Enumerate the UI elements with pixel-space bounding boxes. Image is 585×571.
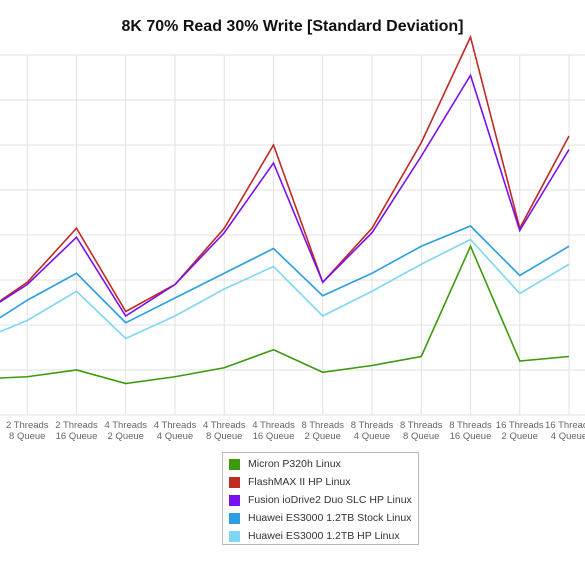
chart-title: 8K 70% Read 30% Write [Standard Deviatio…: [121, 18, 464, 35]
x-tick-label-line: 8 Threads: [301, 420, 344, 431]
x-tick-label-line: 16 Queue: [253, 431, 295, 442]
legend-item: Huawei ES3000 1.2TB Stock Linux: [229, 509, 418, 527]
x-tick-label-line: 4 Threads: [203, 420, 246, 431]
x-tick-label-line: 4 Threads: [104, 420, 147, 431]
gridlines: [0, 54, 585, 416]
legend-swatch: [229, 494, 240, 506]
legend-item: Huawei ES3000 1.2TB HP Linux: [229, 527, 418, 545]
x-tick-label-line: 4 Threads: [154, 420, 197, 431]
series-line: [0, 244, 570, 385]
x-tick-label-line: 2 Threads: [6, 420, 49, 431]
series-lines: [0, 34, 570, 385]
x-tick-label-line: 2 Queue: [305, 431, 341, 442]
x-tick-label-line: 4 Queue: [157, 431, 193, 442]
x-tick-label-line: 8 Threads: [449, 420, 492, 431]
x-tick-label-line: 8 Queue: [206, 431, 242, 442]
legend-swatch: [229, 476, 240, 488]
series-line: [0, 225, 570, 324]
legend-label: Huawei ES3000 1.2TB HP Linux: [248, 530, 400, 542]
series-line: [0, 73, 570, 318]
x-tick-label-line: 8 Threads: [351, 420, 394, 431]
legend-item: Micron P320h Linux: [229, 455, 418, 473]
legend-label: Huawei ES3000 1.2TB Stock Linux: [248, 512, 412, 524]
legend-item: FlashMAX II HP Linux: [229, 473, 418, 491]
legend-item: Fusion ioDrive2 Duo SLC HP Linux: [229, 491, 418, 509]
x-tick-label-line: 2 Threads: [55, 420, 98, 431]
legend-label: FlashMAX II HP Linux: [248, 476, 351, 488]
legend-swatch: [229, 512, 240, 524]
legend-label: Fusion ioDrive2 Duo SLC HP Linux: [248, 494, 412, 506]
legend-swatch: [229, 530, 240, 542]
x-tick-label-line: 16 Queue: [450, 431, 492, 442]
x-tick-label-line: 4 Threads: [252, 420, 295, 431]
series-line: [0, 238, 570, 340]
x-tick-label-line: 8 Queue: [403, 431, 439, 442]
x-tick-label-line: 4 Queue: [354, 431, 390, 442]
x-tick-label-line: 2 Queue: [108, 431, 144, 442]
x-tick-label-line: 16 Threads: [496, 420, 544, 431]
legend-label: Micron P320h Linux: [248, 458, 341, 470]
x-tick-label-line: 8 Queue: [9, 431, 45, 442]
x-tick-label-line: 2 Queue: [502, 431, 538, 442]
x-tick-label-line: 8 Threads: [400, 420, 443, 431]
legend-swatch: [229, 458, 240, 470]
series-line: [0, 34, 570, 313]
x-tick-label-line: 16 Threads: [545, 420, 585, 431]
x-tick-label-line: 16 Queue: [56, 431, 98, 442]
x-tick-label-line: 4 Queue: [551, 431, 585, 442]
legend: Micron P320h Linux FlashMAX II HP Linux Fu…: [222, 452, 419, 545]
